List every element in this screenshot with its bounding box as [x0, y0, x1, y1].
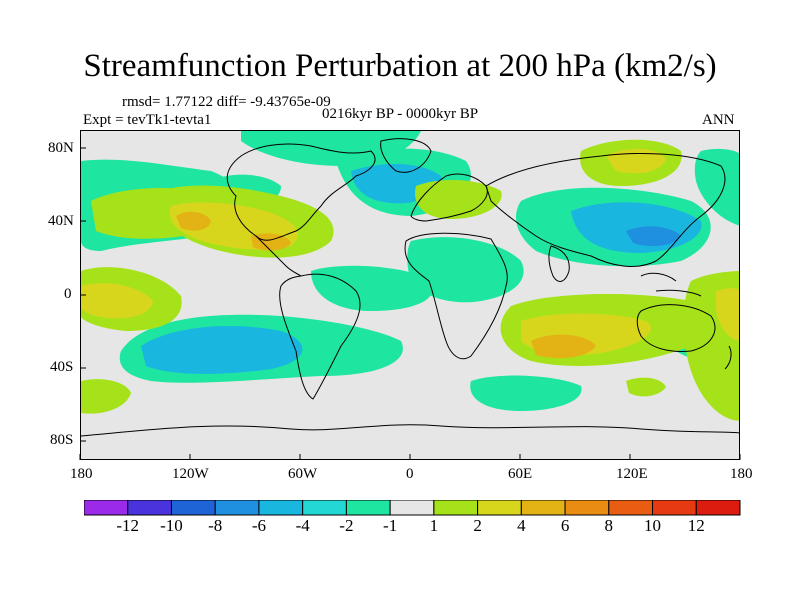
colorbar-label: -6	[251, 516, 267, 535]
new-zealand-coast	[724, 345, 732, 370]
europe-coast	[410, 173, 488, 222]
colorbar-box	[652, 500, 697, 516]
colorbar-box	[127, 500, 172, 516]
lat-label-equator: 0	[64, 286, 72, 302]
colorbar-label: 12	[687, 516, 705, 535]
map-panel	[80, 130, 740, 460]
colorbar-box	[170, 500, 216, 516]
lon-label-180e: 180	[730, 466, 753, 482]
contour-band	[141, 326, 303, 374]
lon-label-0: 0	[406, 466, 414, 482]
coastlines	[81, 138, 739, 437]
colorbar-label: -1	[383, 516, 398, 535]
colorbar-box	[84, 500, 129, 516]
contour-map	[81, 131, 739, 459]
contour-band	[626, 226, 681, 247]
colorbar-box	[477, 500, 522, 516]
lon-label-60w: 60W	[288, 466, 318, 482]
colorbar-box	[389, 500, 435, 516]
contour-band	[531, 334, 596, 359]
colorbar-box	[214, 500, 260, 516]
colorbar-label: -10	[160, 516, 183, 535]
colorbar-label: 8	[604, 516, 614, 535]
contour-band	[415, 179, 502, 219]
contour-band	[81, 379, 131, 414]
stats-line: rmsd= 1.77122 diff= -9.43765e-09	[122, 94, 331, 110]
colorbar-box	[520, 500, 566, 516]
colorbar-label: -8	[208, 516, 223, 535]
chart-title: Streamfunction Perturbation at 200 hPa (…	[83, 48, 717, 84]
season-label: ANN	[702, 112, 735, 128]
colorbar-box	[695, 500, 741, 516]
contour-band	[694, 148, 739, 226]
lon-label-120e: 120E	[616, 466, 648, 482]
colorbar-label: -4	[295, 516, 310, 535]
australia-coast	[636, 304, 716, 352]
contour-band	[470, 375, 582, 411]
lat-label-40n: 40N	[48, 213, 74, 229]
colorbar-label: -12	[116, 516, 140, 535]
lon-label-60e: 60E	[508, 466, 533, 482]
colorbar	[84, 500, 741, 516]
negative-anomaly-fields	[81, 131, 739, 411]
colorbar-box	[258, 500, 304, 516]
contour-band	[251, 233, 291, 251]
lat-label-40s: 40S	[50, 359, 74, 375]
lat-label-80n: 80N	[48, 140, 74, 156]
maritime-continent-coast	[640, 272, 702, 297]
colorbar-box	[564, 500, 610, 516]
lat-label-80s: 80S	[50, 432, 74, 448]
contour-band	[407, 237, 524, 303]
asia-coast	[485, 152, 726, 267]
greenland-coast	[380, 138, 432, 173]
colorbar-box	[433, 500, 479, 516]
positive-anomaly-fields	[81, 139, 739, 421]
africa-coast	[404, 232, 508, 360]
contour-band	[81, 283, 153, 319]
antarctica-coast	[81, 424, 739, 437]
colorbar-label: 2	[473, 516, 482, 535]
colorbar-label: 6	[560, 516, 570, 535]
experiment-label: Expt = tevTk1-tevta1	[83, 112, 212, 128]
tick-marks	[79, 147, 741, 460]
lon-label-120w: 120W	[172, 466, 209, 482]
colorbar-label: 1	[429, 516, 439, 535]
north-america-coast	[226, 143, 376, 241]
central-america-coast	[255, 235, 302, 277]
colorbar-box	[345, 500, 391, 516]
colorbar-label: 10	[644, 516, 662, 535]
colorbar-label: -2	[339, 516, 354, 535]
contour-band	[716, 288, 739, 341]
lon-label-180w: 180	[70, 466, 93, 482]
colorbar-box	[302, 500, 347, 516]
contour-band	[176, 211, 211, 231]
colorbar-label: 4	[517, 516, 526, 535]
contour-band	[606, 148, 666, 174]
period-label: 0216kyr BP - 0000kyr BP	[322, 106, 479, 122]
south-america-coast	[279, 273, 361, 400]
india-coast	[548, 245, 570, 282]
contour-band	[626, 377, 666, 397]
colorbar-box	[608, 500, 654, 516]
contour-band	[311, 265, 433, 311]
